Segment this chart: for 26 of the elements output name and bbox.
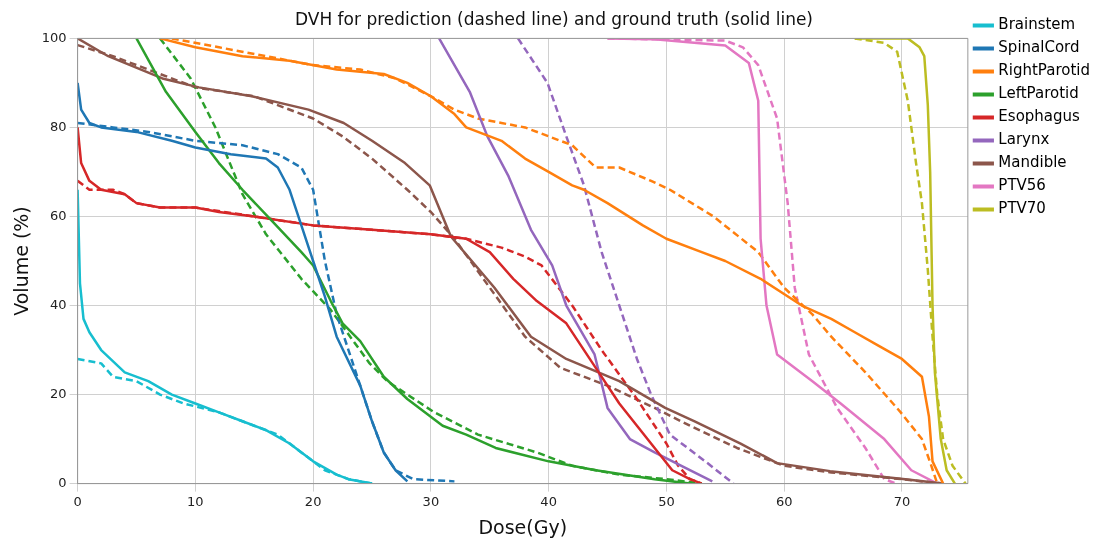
legend-label: Esophagus [998, 107, 1081, 126]
legend-label: Mandible [998, 153, 1067, 172]
legend-label: Brainstem [998, 15, 1076, 34]
y-tick-label: 100 [41, 29, 67, 45]
y-tick-label: 20 [50, 385, 67, 401]
legend-label: PTV70 [998, 199, 1046, 218]
x-tick-label: 60 [775, 493, 793, 509]
legend-label: SpinalCord [998, 38, 1080, 57]
x-tick-label: 70 [893, 493, 911, 509]
x-tick-label: 40 [540, 493, 557, 509]
y-axis-title: Volume (%) [10, 206, 33, 316]
x-tick-label: 30 [422, 493, 440, 509]
legend-label: PTV56 [998, 176, 1046, 195]
legend-label: RightParotid [998, 61, 1091, 80]
chart-title: DVH for prediction (dashed line) and ground truth (solid line) [295, 8, 813, 29]
x-tick-label: 10 [187, 493, 204, 509]
x-tick-label: 50 [658, 493, 675, 509]
y-tick-label: 0 [58, 474, 67, 490]
x-tick-label: 0 [73, 493, 82, 509]
y-tick-label: 40 [50, 296, 67, 312]
legend-label: LeftParotid [998, 84, 1079, 103]
y-tick-label: 80 [50, 118, 67, 134]
legend-label: Larynx [998, 130, 1050, 149]
x-axis-title: Dose(Gy) [478, 515, 568, 538]
x-tick-label: 20 [304, 493, 322, 509]
y-tick-label: 60 [50, 207, 67, 223]
